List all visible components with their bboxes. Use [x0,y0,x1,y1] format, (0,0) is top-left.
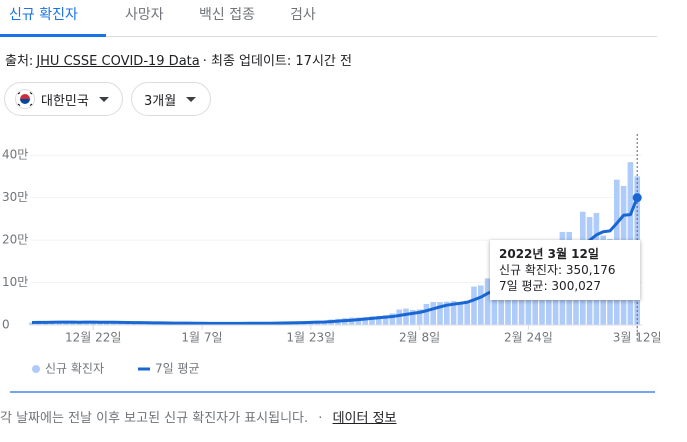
legend-label: 7일 평균 [155,362,200,376]
bar [355,317,362,325]
bar [76,322,83,325]
bar [471,286,477,325]
x-tick-label: 2월 8일 [399,331,440,345]
tooltip-line: 7일 평균: 300,027 [499,279,602,293]
dropdown-label: 3개월 [144,93,177,109]
hover-dot [632,193,642,203]
bar [396,309,402,325]
bar [437,302,443,325]
bar [410,310,416,325]
tab[interactable]: 신규 확진자 [9,7,78,23]
caret [98,96,109,102]
bar [416,309,423,325]
bar [29,322,35,325]
country-dropdown[interactable]: 대한민국 [4,82,123,116]
bar [403,308,409,325]
bar [423,303,430,325]
flag [15,89,35,109]
data-info-link[interactable]: 데이터 정보 [332,411,397,426]
separator: · [318,411,323,426]
y-tick-label: 0 [2,318,10,332]
period-dropdown[interactable]: 3개월 [131,82,211,116]
bar [430,302,436,325]
bar [464,300,470,325]
x-tick-label: 3월 12일 [613,331,662,345]
tab[interactable]: 사망자 [125,7,164,23]
updated: · 최종 업데이트: 17시간 전 [202,54,352,69]
bar [369,316,375,325]
bar [450,301,457,325]
tab-indicator [0,34,106,37]
bar [512,282,518,325]
bar [457,302,464,325]
dropdown-label: 대한민국 [41,93,89,109]
legend-swatch [32,365,40,373]
bar [491,281,498,325]
tooltip-line: 신규 확진자: 350,176 [499,263,616,277]
x-tick-label: 1월 7일 [181,331,222,345]
legend-label: 신규 확진자 [45,362,104,376]
x-tick-label: 1월 23일 [286,331,335,345]
tab-divider [0,36,657,37]
y-tick-label: 20만 [2,233,28,247]
tooltip-date: 2022년 3월 12일 [499,247,599,261]
footer: 각 날짜에는 전날 이후 보고된 신규 확진자가 표시됩니다. · 데이터 정보 [0,407,397,426]
bar [376,316,382,325]
bar [498,280,504,325]
tab[interactable]: 백신 접종 [199,7,255,23]
bar [389,313,396,325]
y-tick-label: 30만 [2,190,28,204]
source-label: 출처: [5,54,34,69]
bar [362,317,368,325]
footer-note: 각 날짜에는 전날 이후 보고된 신규 확진자가 표시됩니다. [0,411,309,426]
y-tick-label: 40만 [2,148,28,162]
bar [444,301,450,325]
source-line: 출처: JHU CSSE COVID-19 Data · 최종 업데이트: 17시간… [5,50,352,69]
source-link[interactable]: JHU CSSE COVID-19 Data [36,54,200,69]
x-tick-label: 12월 22일 [65,331,121,345]
y-tick-label: 10만 [2,275,28,289]
bar [382,315,389,325]
bar [70,322,76,325]
x-tick-label: 2월 24일 [504,331,553,345]
tab[interactable]: 검사 [290,7,316,23]
bar [124,323,130,325]
bar [505,284,511,325]
bar [484,278,491,325]
bar [478,285,484,325]
caret [186,96,197,102]
